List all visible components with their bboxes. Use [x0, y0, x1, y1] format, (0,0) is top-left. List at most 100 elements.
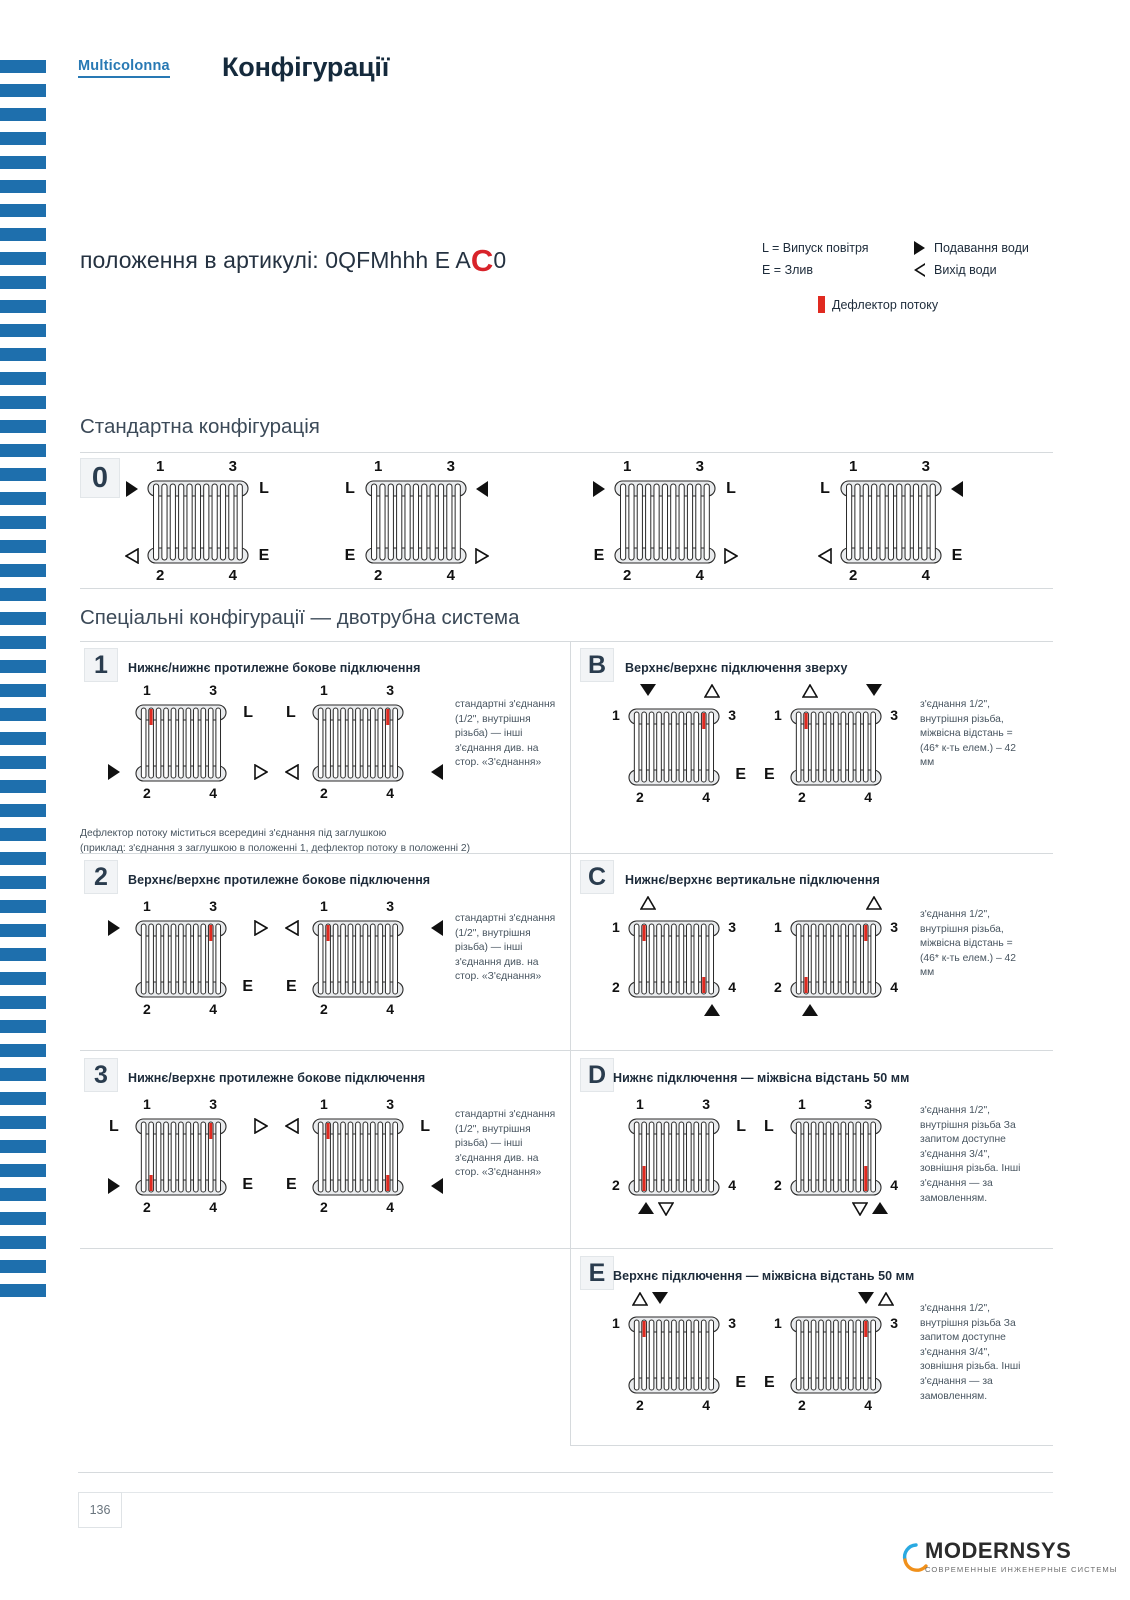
stripe-bar — [0, 924, 46, 937]
stripe-bar — [0, 732, 46, 745]
water-in-arrow-icon — [914, 241, 925, 255]
port-label-1: 1 — [143, 1096, 151, 1112]
arrow-d-solid-icon — [652, 1292, 668, 1304]
port-letter-L: L — [820, 479, 830, 497]
stripe-bar — [0, 1116, 46, 1129]
row-title: Верхнє/верхнє підключення зверху — [625, 661, 848, 675]
radiator-diagram: 1 3 2 4 E — [108, 898, 268, 1017]
port-label-4: 4 — [702, 789, 710, 805]
arrow-l-open-icon — [285, 1118, 299, 1134]
arrow-r-solid-icon — [108, 1178, 120, 1194]
footnote-line-2: (приклад: з'єднання з заглушкою в положе… — [80, 843, 471, 855]
port-label-2: 2 — [320, 785, 328, 801]
port-label-4: 4 — [209, 785, 217, 801]
port-label-1: 1 — [612, 1315, 620, 1331]
stripe-bar — [0, 804, 46, 817]
port-label-2: 2 — [636, 789, 644, 805]
port-label-4: 4 — [921, 567, 930, 584]
port-label-1: 1 — [774, 919, 782, 935]
arrow-d-solid-icon — [858, 1292, 874, 1304]
port-label-4: 4 — [864, 1397, 872, 1413]
row-note: стандартні з'єднання (1/2", внутрішня рі… — [455, 1109, 556, 1179]
stripe-bar — [0, 420, 46, 433]
port-label-2: 2 — [636, 1397, 644, 1413]
badge-standard-0: 0 — [80, 458, 120, 498]
arrow-d-open-icon — [852, 1202, 868, 1216]
port-letter-L: L — [736, 1118, 746, 1135]
radiator-diagram: 1 3 2 4 L E — [125, 458, 269, 584]
article-highlight-char: C — [470, 243, 494, 278]
stripe-bar — [0, 1140, 46, 1153]
row-title: Нижнє/верхнє протилежне бокове підключен… — [128, 1071, 426, 1085]
radiator-diagram: 1 3 2 4 E — [764, 684, 898, 805]
port-label-1: 1 — [774, 707, 782, 723]
legend-drain: E = Злив — [762, 263, 814, 277]
port-letter-L: L — [420, 1118, 430, 1135]
port-letter-L: L — [764, 1118, 774, 1135]
stripe-bar — [0, 540, 46, 553]
badge-B: B — [580, 648, 614, 682]
legend-air-vent: L = Випуск повітря — [762, 241, 869, 255]
port-letter-L: L — [286, 704, 296, 721]
brand-label: Multicolonna — [78, 58, 170, 78]
logo-modernsys: MODERNSYS СОВРЕМЕННЫЕ ИНЖЕНЕРНЫЕ СИСТЕМЫ — [900, 1540, 1118, 1574]
stripe-bar — [0, 1188, 46, 1201]
port-label-4: 4 — [209, 1001, 217, 1017]
stripe-bar — [0, 1020, 46, 1033]
port-label-1: 1 — [623, 458, 632, 475]
stripe-bar — [0, 612, 46, 625]
arrow-l-solid-icon — [476, 480, 488, 497]
arrow-l-solid-icon — [951, 480, 963, 497]
port-label-4: 4 — [228, 567, 237, 584]
port-label-3: 3 — [728, 707, 736, 723]
stripe-bar — [0, 828, 46, 841]
logo-mark-icon — [902, 1543, 928, 1572]
row-footnote: Дефлектор потоку міститься всередині з'є… — [80, 826, 550, 857]
row-note: з'єднання 1/2", внутрішня різьба За запи… — [920, 1105, 1021, 1204]
stripe-bar — [0, 300, 46, 313]
port-label-2: 2 — [774, 979, 782, 995]
radiator-diagram: 1 3 2 4 L E — [285, 1096, 443, 1215]
radiator-diagram: 1 3 2 4 L — [764, 1096, 898, 1216]
port-letter-E: E — [344, 546, 356, 564]
stripe-bar — [0, 324, 46, 337]
radiator-diagram: 1 3 2 4 E — [612, 684, 746, 805]
divider — [570, 1445, 1053, 1446]
port-label-4: 4 — [446, 567, 455, 584]
port-label-4: 4 — [695, 567, 704, 584]
port-letter-L: L — [726, 479, 736, 497]
port-label-4: 4 — [728, 1177, 736, 1193]
badge-3: 3 — [84, 1058, 118, 1092]
arrow-r-open-icon — [254, 1118, 268, 1134]
port-label-3: 3 — [209, 682, 217, 698]
page-title: Конфігурації — [222, 52, 390, 82]
section-heading-standard: Стандартна конфігурація — [80, 415, 320, 438]
arrow-l-open-icon — [125, 547, 139, 564]
arrow-r-solid-icon — [108, 764, 120, 780]
stripe-bar — [0, 372, 46, 385]
stripe-bar — [0, 84, 46, 97]
article-prefix: положення в артикулі: 0QFMhhh E A — [80, 247, 471, 273]
divider — [80, 853, 1053, 854]
port-label-3: 3 — [728, 1315, 736, 1331]
port-label-3: 3 — [209, 898, 217, 914]
port-letter-E: E — [242, 978, 253, 995]
port-label-2: 2 — [798, 1397, 806, 1413]
row-title: Нижнє/нижнє протилежне бокове підключенн… — [128, 661, 421, 675]
stripe-bar — [0, 564, 46, 577]
stripe-bar — [0, 468, 46, 481]
arrow-l-open-icon — [285, 764, 299, 780]
port-letter-L: L — [243, 704, 253, 721]
port-label-4: 4 — [702, 1397, 710, 1413]
port-letter-E: E — [735, 766, 746, 783]
arrow-l-solid-icon — [431, 1178, 443, 1194]
stripe-bar — [0, 444, 46, 457]
port-label-1: 1 — [374, 458, 383, 475]
section-heading-special: Спеціальні конфігурації — двотрубна сист… — [80, 606, 520, 629]
port-letter-L: L — [345, 479, 355, 497]
divider — [80, 452, 1053, 453]
port-letter-L: L — [259, 479, 269, 497]
arrow-r-open-icon — [475, 547, 489, 564]
stripe-bar — [0, 1164, 46, 1177]
port-letter-E: E — [593, 546, 605, 564]
